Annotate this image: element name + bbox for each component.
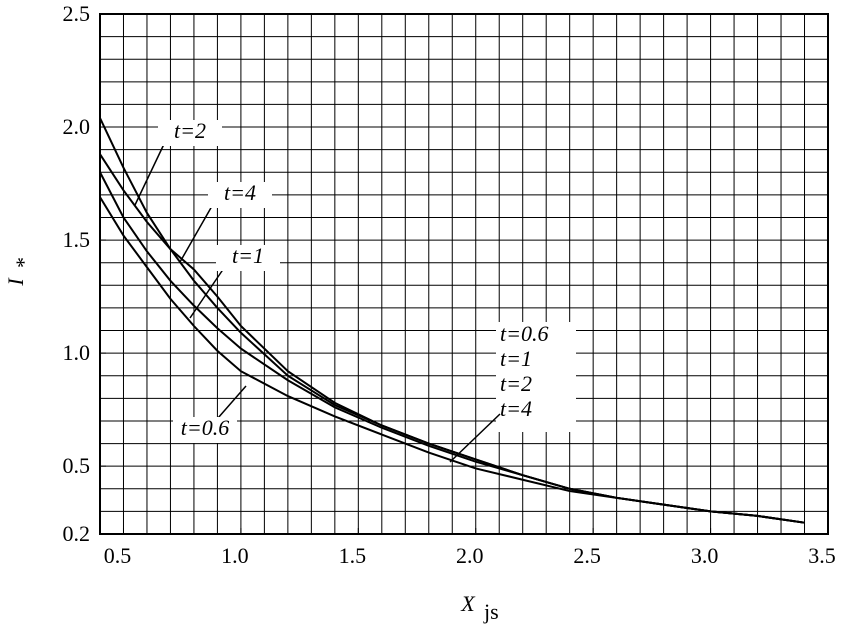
y-tick-label: 1.0: [63, 340, 91, 365]
x-tick-label: 2.0: [456, 543, 484, 568]
x-tick-label: 3.0: [691, 543, 719, 568]
label-bg: [496, 322, 576, 432]
y-axis-label: I: [3, 277, 28, 287]
label-bg: [173, 417, 237, 443]
leader-line: [217, 385, 247, 419]
leader-line: [449, 413, 501, 463]
x-tick-label: 0.5: [104, 543, 132, 568]
series-label: t=0.6: [500, 321, 548, 346]
annotation: t=1: [232, 243, 264, 268]
annotation: t=0.6: [181, 415, 229, 440]
leader-line: [179, 205, 213, 263]
series-label: t=4: [500, 396, 532, 421]
x-tick-label: 2.5: [573, 543, 601, 568]
y-axis-label-sub: *: [11, 257, 36, 268]
annotation: t=2: [174, 118, 206, 143]
x-axis-label-sub: js: [483, 599, 499, 624]
x-tick-label: 1.5: [339, 543, 367, 568]
annotation: t=4: [224, 180, 256, 205]
y-tick-label: 2.5: [63, 1, 91, 26]
y-tick-label: 0.5: [63, 453, 91, 478]
label-bg: [216, 245, 280, 271]
series-line: [99, 153, 805, 524]
x-tick-label: 3.5: [808, 543, 836, 568]
leader-line: [134, 141, 166, 206]
y-tick-label: 2.0: [63, 114, 91, 139]
series-label: t=1: [500, 346, 532, 371]
x-axis-label: X: [460, 591, 476, 616]
y-tick-label: 1.5: [63, 227, 91, 252]
leader-line: [189, 267, 225, 319]
y-tick-label: 0.2: [63, 521, 91, 546]
label-bg: [208, 182, 272, 208]
series-label: t=2: [500, 371, 532, 396]
x-tick-label: 1.0: [221, 543, 249, 568]
label-bg: [158, 120, 222, 146]
plot-frame: [99, 13, 829, 535]
